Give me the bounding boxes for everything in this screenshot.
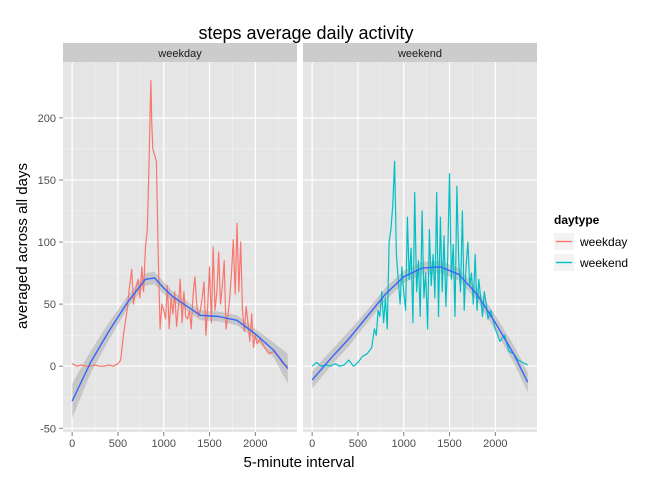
legend-item-weekend: weekend [554,254,628,271]
smooth-line [71,277,289,402]
legend-label-weekend: weekend [579,256,628,270]
y-axis-ticks: -50 0 50 100 150 200 [38,113,63,435]
x-ticks-weekday: 0 500 1000 1500 2000 [69,432,268,450]
panel-weekday: weekday 0 500 1000 1500 2000 [63,43,297,450]
y-tick-label: 0 [50,361,56,373]
x-tick-label: 1500 [437,438,461,450]
y-tick-label: 150 [38,175,56,187]
x-tick-label: 2000 [483,438,507,450]
x-tick-label: 500 [109,438,127,450]
confidence-band-weekday [72,271,288,419]
y-tick-label: -50 [40,423,56,435]
smooth-lines-weekday [71,277,289,402]
panel-weekend: weekend 0 500 1000 1500 2000 [303,43,537,450]
strip-label-weekend: weekend [397,48,442,60]
x-tick-label: 0 [69,438,75,450]
y-tick-label: 200 [38,113,56,125]
series-lines-weekday [71,79,289,367]
x-axis-title: 5-minute interval [244,454,355,471]
strip-weekday-background [63,43,297,62]
y-axis-title: averaged across all days [14,163,31,329]
series-line-weekend [311,160,529,367]
y-tick-label: 50 [44,299,56,311]
x-tick-label: 1500 [197,438,221,450]
x-tick-label: 1000 [152,438,176,450]
x-tick-label: 1000 [392,438,416,450]
strip-weekend-background [303,43,537,62]
legend-label-weekday: weekday [579,235,627,249]
confidence-band [72,271,288,419]
smooth-lines-weekend [311,266,529,383]
legend: daytype weekday weekend [554,213,628,271]
strip-label-weekday: weekday [157,48,202,60]
x-tick-label: 0 [309,438,315,450]
y-tick-label: 100 [38,237,56,249]
gridlines-weekday [63,62,297,432]
plot-background-weekend [303,62,537,432]
x-ticks-weekend: 0 500 1000 1500 2000 [309,432,508,450]
chart-title: steps average daily activity [198,23,413,43]
x-tick-label: 2000 [243,438,267,450]
series-line-weekday [71,79,289,367]
legend-item-weekday: weekday [554,233,627,250]
legend-title: daytype [554,213,600,227]
gridlines-weekend [303,62,537,432]
series-lines-weekend [311,160,529,367]
x-tick-label: 500 [349,438,367,450]
plot-background-weekday [63,62,297,432]
smooth-line [311,266,529,383]
